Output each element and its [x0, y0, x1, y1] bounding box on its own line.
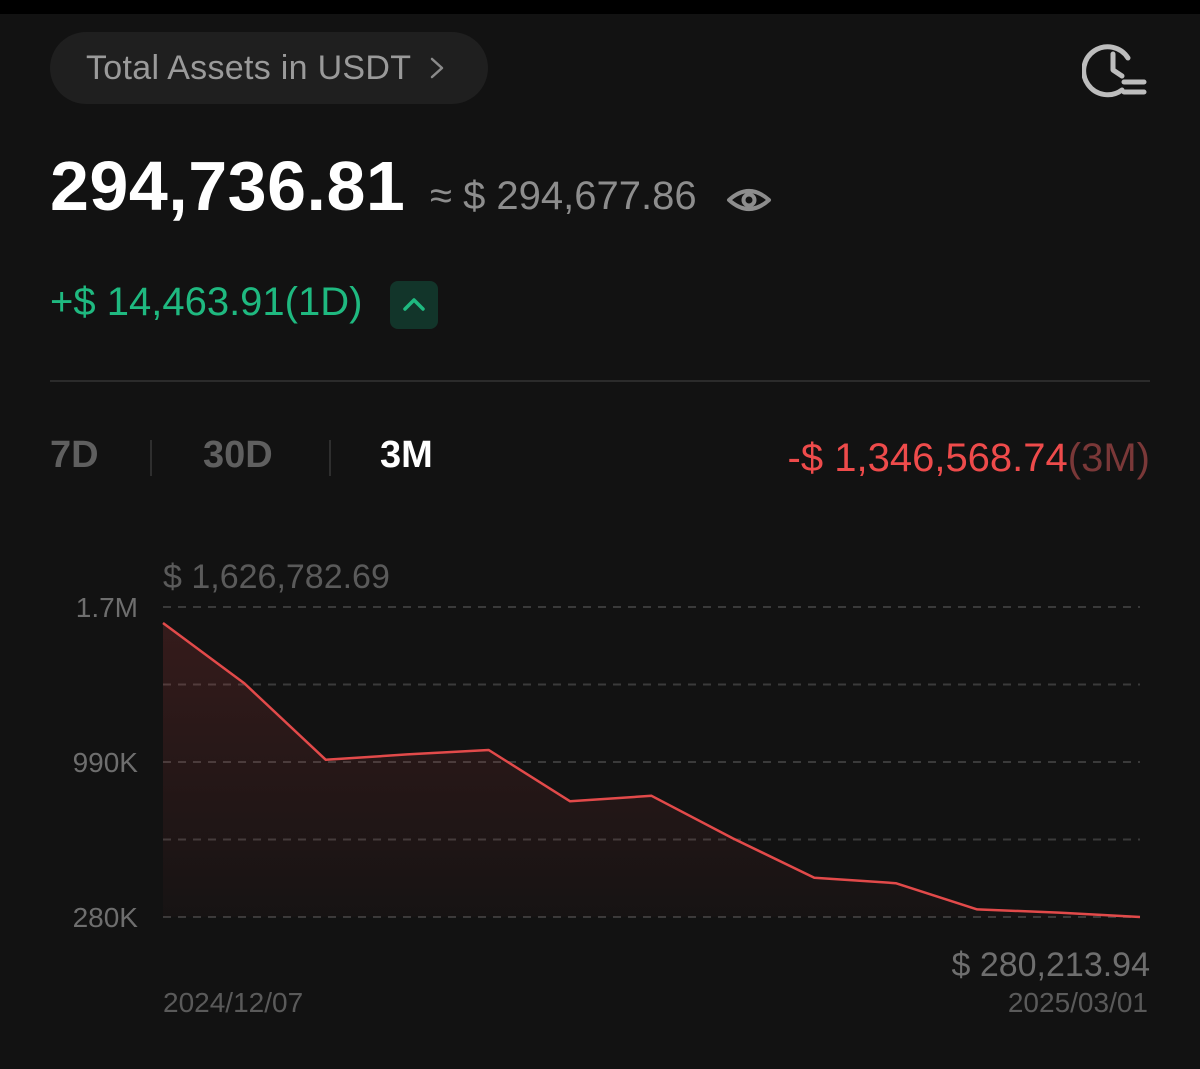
x-start-label: 2024/12/07 — [163, 987, 303, 1018]
clock-history-icon[interactable] — [1082, 38, 1148, 100]
total-balance-value: 294,736.81 — [50, 147, 406, 225]
eye-icon[interactable] — [726, 180, 772, 220]
chevron-up-icon[interactable] — [390, 281, 438, 329]
approx-usd-value: ≈ $ 294,677.86 — [430, 174, 697, 218]
series-line — [162, 621, 1141, 919]
tab-7d[interactable]: 7D — [50, 434, 99, 476]
area-fill — [163, 623, 1140, 917]
tab-separator — [329, 440, 331, 476]
period-pnl-value: -$ 1,346,568.74 — [787, 436, 1068, 480]
period-pnl: -$ 1,346,568.74(3M) — [788, 436, 1150, 481]
section-divider — [50, 380, 1150, 382]
min-value-label: $ 280,213.94 — [951, 946, 1150, 984]
x-end-label: 2025/03/01 — [1008, 987, 1148, 1018]
status-bar-strip — [0, 0, 1200, 14]
total-assets-selector[interactable]: Total Assets in USDT — [50, 32, 488, 104]
tab-3m[interactable]: 3M — [380, 434, 433, 476]
tab-30d[interactable]: 30D — [203, 434, 273, 476]
y-tick-label: 990K — [73, 747, 139, 778]
y-tick-label: 1.7M — [76, 592, 138, 623]
y-tick-label: 280K — [73, 902, 139, 933]
period-pnl-label: (3M) — [1067, 436, 1150, 480]
tab-separator — [150, 440, 152, 476]
daily-pnl-value: +$ 14,463.91(1D) — [50, 280, 363, 324]
max-value-label: $ 1,626,782.69 — [163, 558, 390, 596]
chevron-right-icon — [431, 57, 444, 79]
total-assets-label: Total Assets in USDT — [86, 48, 412, 87]
